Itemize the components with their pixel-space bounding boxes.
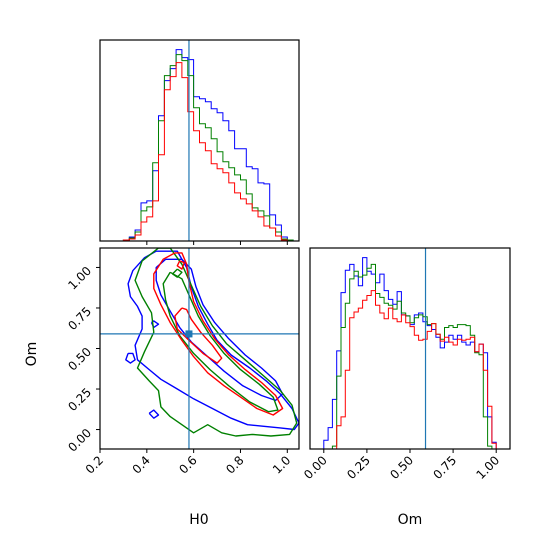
joint-y-tick-text: 0.75 — [65, 304, 94, 333]
joint-y-tick-text: 0.00 — [65, 426, 94, 455]
om-hist-x-tick-label: 0.25 — [344, 453, 373, 482]
om-hist-x-tick-label: 0.00 — [301, 453, 330, 482]
joint-y-tick-label: 0.50 — [65, 345, 94, 374]
joint-y-axis-label: Om — [24, 342, 40, 367]
joint-y-tick-text: 0.50 — [65, 345, 94, 374]
joint-y-tick-label: 1.00 — [65, 264, 94, 293]
joint-x-axis-label: H0 — [189, 512, 208, 528]
h0-histogram-panel — [99, 39, 300, 245]
contour-series-1 — [148, 409, 160, 419]
joint-x-tick-text: 0.4 — [130, 453, 153, 476]
joint-y-tick-label: 0.75 — [65, 304, 94, 333]
om-hist-x-tick-text: 1.00 — [474, 453, 503, 482]
om-hist-step-series-3 — [323, 290, 505, 449]
contour-series-3 — [153, 252, 284, 416]
joint-y-tick-label: 0.25 — [65, 385, 94, 414]
joint-y-tick-text: 1.00 — [65, 264, 94, 293]
h0-om-contour-panel: 0.2 0.4 0.6 0.8 1.0 0.00 0.25 0.50 0.75 1.00 — [65, 247, 300, 477]
joint-data-layer — [100, 248, 299, 449]
h0-hist-step-series-3 — [122, 62, 294, 241]
joint-x-tick-text: 0.6 — [176, 453, 199, 476]
contour-series-2 — [171, 268, 183, 278]
contour-series-3 — [174, 307, 223, 364]
om-hist-step-series-2 — [323, 263, 505, 449]
om-hist-frame — [309, 247, 511, 450]
h0-hist-step-series-1 — [122, 49, 294, 241]
h0-hist-frame — [99, 39, 300, 242]
joint-y-tick-label: 0.00 — [65, 426, 94, 455]
joint-x-tick-label: 0.4 — [130, 453, 153, 476]
om-hist-x-tick-label: 0.50 — [387, 453, 416, 482]
om-hist-x-tick-text: 0.00 — [301, 453, 330, 482]
om-hist-x-tick-text: 0.75 — [430, 453, 459, 482]
om-hist-x-tick-text: 0.50 — [387, 453, 416, 482]
om-hist-x-tick-label: 1.00 — [474, 453, 503, 482]
om-hist-x-tick-label: 0.75 — [430, 453, 459, 482]
om-hist-x-tick-text: 0.25 — [344, 453, 373, 482]
contour-series-2 — [134, 248, 298, 437]
om-x-axis-label: Om — [398, 512, 423, 528]
joint-x-tick-label: 0.6 — [176, 453, 199, 476]
h0-hist-data-layer — [122, 40, 294, 241]
joint-x-tick-text: 0.8 — [223, 453, 246, 476]
contour-series-3 — [176, 260, 185, 270]
joint-x-tick-label: 0.2 — [83, 453, 106, 476]
joint-y-tick-text: 0.25 — [65, 385, 94, 414]
h0-hist-step-series-2 — [122, 54, 294, 241]
om-hist-data-layer — [323, 248, 505, 449]
contour-series-1 — [127, 250, 299, 431]
om-hist-step-series-1 — [323, 257, 505, 449]
contour-series-1 — [125, 352, 136, 364]
joint-x-tick-text: 1.0 — [270, 453, 293, 476]
contour-series-2 — [162, 271, 279, 413]
joint-x-tick-text: 0.2 — [83, 453, 106, 476]
joint-x-tick-label: 0.8 — [223, 453, 246, 476]
om-histogram-panel: 0.00 0.25 0.50 0.75 1.00 — [301, 247, 511, 482]
joint-x-tick-label: 1.0 — [270, 453, 293, 476]
truth-marker — [185, 330, 193, 338]
